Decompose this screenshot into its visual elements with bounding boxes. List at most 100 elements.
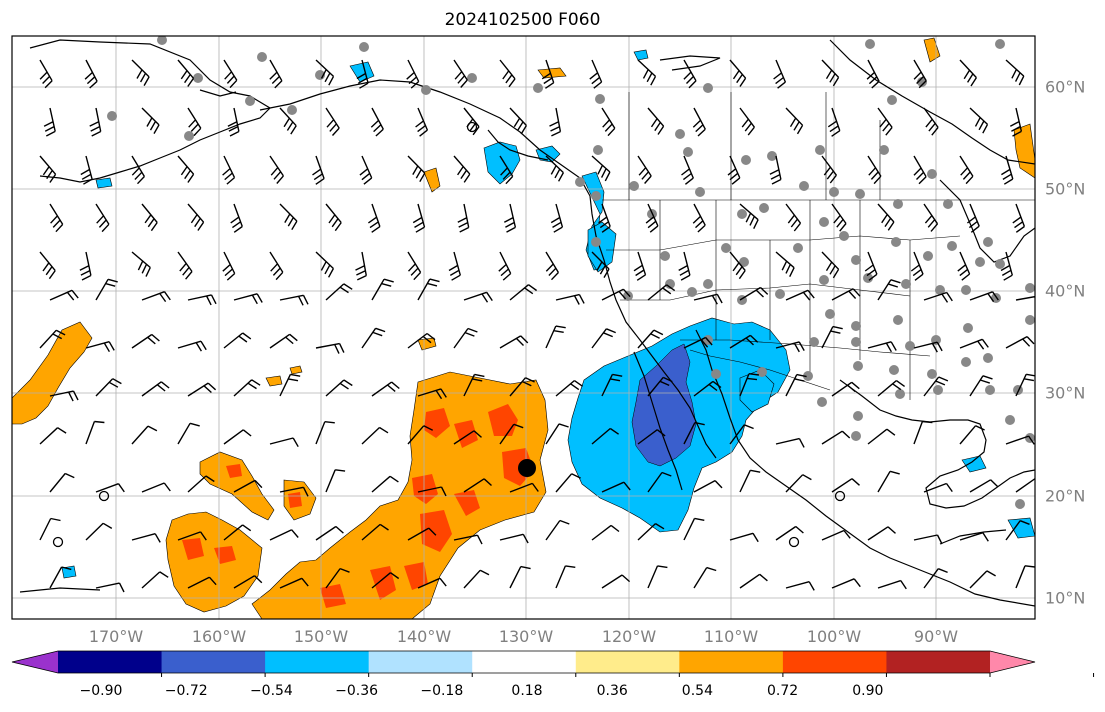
wind-barb xyxy=(361,426,389,445)
wind-barb xyxy=(509,284,538,301)
wind-barb xyxy=(693,566,717,589)
wind-barb xyxy=(233,379,261,397)
wind-barb xyxy=(49,390,79,402)
wind-barb xyxy=(831,203,847,232)
wind-barb xyxy=(43,107,56,137)
wind-barb xyxy=(1005,435,1035,445)
wind-barb xyxy=(315,525,344,541)
wind-barb xyxy=(729,251,746,280)
wind-barb xyxy=(637,329,664,349)
wind-barb xyxy=(407,332,436,349)
wind-barb xyxy=(739,203,759,230)
wind-barb xyxy=(269,333,298,349)
colorbar-tick-label: 0.18 xyxy=(511,683,543,699)
wind-barb xyxy=(79,251,92,281)
wind-barb xyxy=(187,475,215,493)
wind-barb xyxy=(503,203,517,233)
wind-barb xyxy=(1015,477,1035,493)
wind-barb xyxy=(923,376,949,397)
latitude-label: 20°N xyxy=(1045,486,1086,506)
wind-barb xyxy=(39,155,57,183)
colorbar-segment xyxy=(782,651,887,673)
wind-barb xyxy=(85,522,113,541)
wind-barb xyxy=(453,155,471,183)
wind-barb xyxy=(645,203,659,233)
wind-barb xyxy=(692,107,706,137)
latitude-label: 60°N xyxy=(1045,77,1086,97)
wind-barb xyxy=(739,469,761,493)
wind-barb xyxy=(269,251,284,281)
latitude-label: 40°N xyxy=(1045,281,1086,301)
wind-barb xyxy=(550,203,564,233)
wind-barb xyxy=(541,59,555,89)
wind-barb xyxy=(39,517,61,541)
wind-barb xyxy=(959,532,989,542)
wind-barb xyxy=(453,430,482,445)
wind-barb xyxy=(355,251,367,281)
wind-barb xyxy=(325,469,346,493)
wind-barb xyxy=(913,534,943,545)
wind-barb xyxy=(591,155,611,182)
wind-barb xyxy=(959,338,989,350)
wind-barb xyxy=(913,420,933,445)
wind-barb xyxy=(773,59,787,89)
colorbar-tick-label: 0.72 xyxy=(767,683,799,699)
wind-barb xyxy=(415,107,429,137)
wind-barb xyxy=(969,291,999,303)
wind-barb xyxy=(555,293,585,305)
wind-barb xyxy=(692,203,706,233)
wind-barb xyxy=(187,203,205,231)
wind-barb xyxy=(131,533,161,543)
longitude-label: 170°W xyxy=(88,627,144,646)
wind-barb xyxy=(233,293,263,305)
wind-barb xyxy=(463,373,485,397)
wind-barb xyxy=(681,155,694,185)
wind-barb xyxy=(233,575,263,589)
wind-barb xyxy=(591,251,610,278)
wind-barb xyxy=(683,336,713,349)
colorbar-segment xyxy=(58,651,163,673)
wind-barb xyxy=(85,420,105,445)
wind-barb xyxy=(637,155,652,184)
colorbar-segment xyxy=(161,651,266,673)
wind-barb xyxy=(775,437,805,448)
wind-barb xyxy=(39,251,56,280)
wind-barb xyxy=(325,379,353,397)
wind-barb xyxy=(877,380,906,397)
wind-barb xyxy=(966,203,980,233)
wind-barb xyxy=(729,59,747,87)
wind-barb xyxy=(177,340,207,352)
wind-barb xyxy=(589,59,603,89)
wind-barb xyxy=(498,251,512,281)
wind-barb xyxy=(727,155,741,185)
wind-barb xyxy=(867,428,896,445)
wind-barb xyxy=(647,284,676,301)
wind-barb xyxy=(827,107,841,137)
wind-barb xyxy=(923,107,939,136)
wind-barb xyxy=(969,570,996,589)
longitude-label: 160°W xyxy=(191,627,247,646)
wind-barb xyxy=(315,59,335,86)
longitude-label: 110°W xyxy=(703,627,759,646)
wind-barb xyxy=(499,423,524,445)
wind-barb xyxy=(131,333,160,349)
colorbar-segment xyxy=(472,651,577,673)
wind-barb xyxy=(821,59,840,87)
wind-barb xyxy=(453,327,478,349)
wind-barb xyxy=(555,565,576,589)
wind-barb xyxy=(407,527,437,541)
colorbar-tick-label: −0.72 xyxy=(164,683,208,699)
wind-barb xyxy=(601,481,631,493)
colorbar-tick-label: −0.54 xyxy=(249,683,293,699)
wind-barb xyxy=(877,107,893,136)
longitude-label: 120°W xyxy=(601,627,657,646)
wind-barb xyxy=(739,373,759,397)
wind-barb xyxy=(545,423,569,445)
wind-barb xyxy=(509,565,531,589)
wind-barb xyxy=(877,203,895,231)
wind-barb xyxy=(923,291,953,303)
wind-barb xyxy=(591,328,616,349)
wind-barb xyxy=(417,388,447,400)
colorbar xyxy=(11,650,1095,677)
wind-barb xyxy=(187,576,217,589)
